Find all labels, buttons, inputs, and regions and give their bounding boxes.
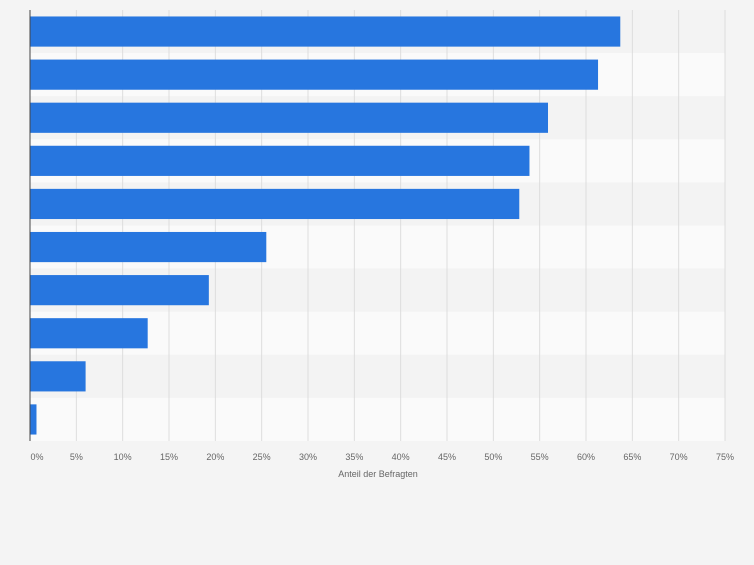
row-band xyxy=(30,397,725,441)
x-tick-label: 70% xyxy=(670,452,688,462)
bar xyxy=(30,145,530,176)
x-tick-label: 45% xyxy=(438,452,456,462)
bars xyxy=(30,16,621,435)
x-tick-label: 35% xyxy=(345,452,363,462)
x-tick-label: 60% xyxy=(577,452,595,462)
bar xyxy=(30,361,86,392)
bar xyxy=(30,16,621,47)
bar xyxy=(30,231,267,263)
bar xyxy=(30,59,599,90)
x-tick-label: 20% xyxy=(206,452,224,462)
x-tick-label: 40% xyxy=(392,452,410,462)
x-tick-label: 15% xyxy=(160,452,178,462)
x-tick-labels: 0% 5% 10% 15% 20% 25% 30% 35% 40% 45% 50% 55% 60% 65%… xyxy=(30,452,734,462)
x-tick-label: 0% xyxy=(30,452,43,462)
x-tick-label: 5% xyxy=(70,452,83,462)
x-axis-label: Anteil der Befragten xyxy=(338,469,418,479)
x-tick-label: 55% xyxy=(531,452,549,462)
row-band xyxy=(30,354,725,398)
x-tick-label: 50% xyxy=(484,452,502,462)
bar xyxy=(30,318,148,349)
x-tick-label: 65% xyxy=(623,452,641,462)
bar xyxy=(30,404,37,435)
x-tick-label: 30% xyxy=(299,452,317,462)
bar xyxy=(30,102,549,133)
x-tick-label: 10% xyxy=(114,452,132,462)
bar xyxy=(30,275,209,306)
x-tick-label: 75% xyxy=(716,452,734,462)
x-tick-label: 25% xyxy=(253,452,271,462)
bar xyxy=(30,188,520,220)
